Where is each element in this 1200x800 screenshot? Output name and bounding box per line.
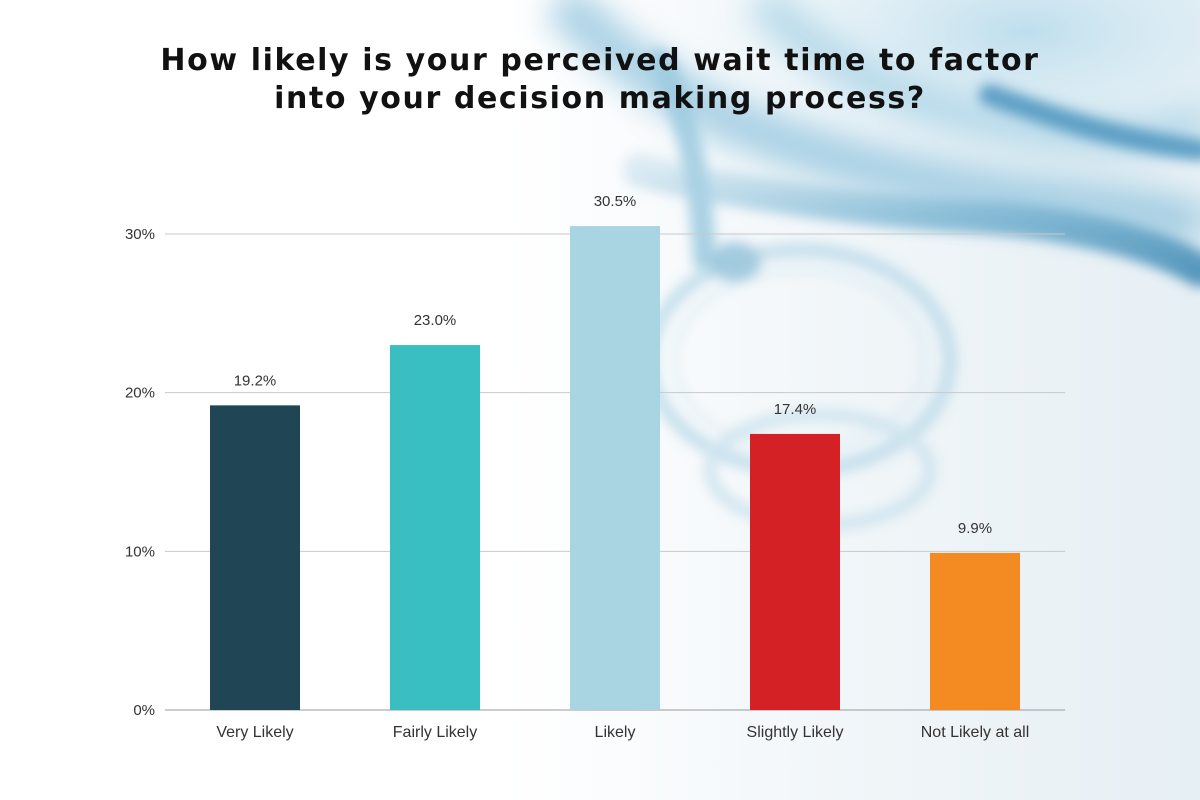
y-tick-label: 30% [125,226,155,243]
value-label: 30.5% [594,193,637,210]
x-tick-label: Very Likely [216,724,293,741]
y-tick-label: 0% [133,702,155,719]
bar-fairly-likely [390,345,480,710]
value-label: 19.2% [234,372,277,389]
chart-title-line-1: How likely is your perceived wait time t… [160,43,1040,78]
chart-title-line-2: into your decision making process? [274,81,926,116]
x-tick-label: Likely [595,724,636,741]
x-tick-label: Not Likely at all [921,724,1030,741]
value-label: 17.4% [774,401,817,418]
y-tick-label: 10% [125,543,155,560]
value-label: 23.0% [414,312,457,329]
x-tick-label: Slightly Likely [747,724,844,741]
bar-series [210,226,1020,711]
x-tick-label: Fairly Likely [393,724,477,741]
bar-not-likely-at-all [930,552,1020,710]
bar-likely [570,226,660,711]
chart-title: How likely is your perceived wait time t… [0,42,1200,118]
y-axis: 0% 10% 20% 30% [125,226,155,719]
x-axis: Very Likely Fairly Likely Likely Slightly L… [216,724,1029,741]
bar-slightly-likely [750,433,840,710]
y-tick-label: 20% [125,385,155,402]
value-label: 9.9% [958,520,992,537]
value-labels: 19.2% 23.0% 30.5% 17.4% 9.9% [234,193,992,537]
bar-very-likely [210,405,300,710]
